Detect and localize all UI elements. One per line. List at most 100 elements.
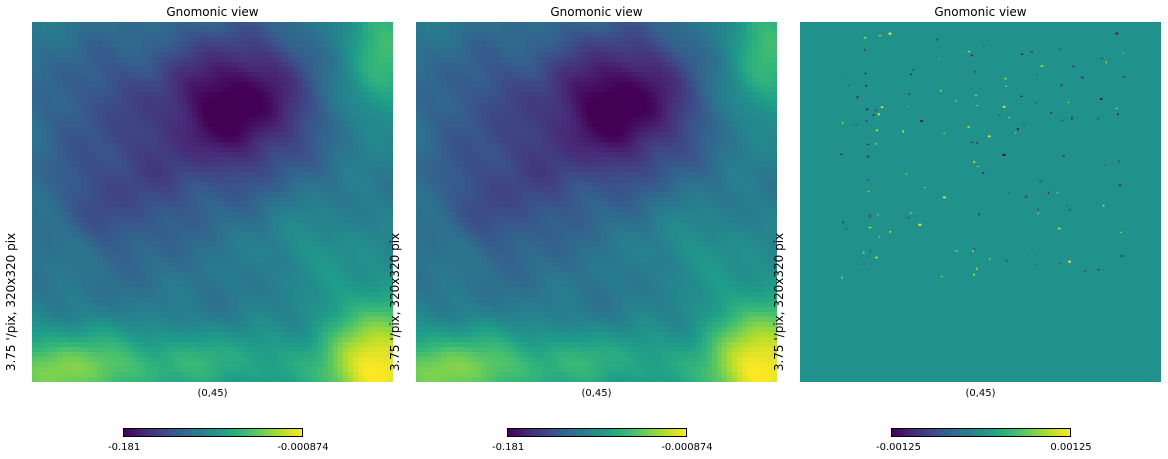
heatmap-cell xyxy=(317,72,324,78)
heatmap-cell xyxy=(32,62,38,68)
heatmap-cell xyxy=(247,177,254,183)
heatmap-cell xyxy=(112,362,118,368)
heatmap-cell xyxy=(222,317,229,323)
heatmap-cell xyxy=(202,132,209,138)
heatmap-cell xyxy=(362,132,369,138)
heatmap-cell xyxy=(197,112,204,118)
heatmap-cell xyxy=(102,47,108,53)
heatmap-cell xyxy=(337,127,344,133)
heatmap-cell xyxy=(132,367,138,373)
heatmap-cell xyxy=(372,112,379,118)
heatmap-cell xyxy=(367,297,374,303)
heatmap-cell xyxy=(377,117,384,123)
heatmap-cell xyxy=(272,227,279,233)
heatmap-cell xyxy=(332,162,339,168)
heatmap-cell xyxy=(32,292,38,298)
heatmap-cell xyxy=(232,357,239,363)
heatmap-cell xyxy=(62,262,68,268)
heatmap-cell xyxy=(77,182,83,188)
heatmap-cell xyxy=(282,257,289,263)
heatmap-cell xyxy=(37,312,43,318)
heatmap-cell xyxy=(337,267,344,273)
heatmap-cell xyxy=(262,227,269,233)
heatmap-cell xyxy=(257,142,264,148)
heatmap-cell xyxy=(292,67,299,73)
heatmap-cell xyxy=(192,147,199,153)
heatmap-cell xyxy=(252,347,259,353)
heatmap-cell xyxy=(242,347,249,353)
heatmap-cell xyxy=(342,217,349,223)
heatmap-cell xyxy=(57,82,63,88)
heatmap-cell xyxy=(302,262,309,268)
heatmap-cell xyxy=(62,342,68,348)
heatmap-cell xyxy=(312,262,319,268)
heatmap-cell xyxy=(42,222,48,228)
heatmap-cell xyxy=(282,72,289,78)
heatmap-cell xyxy=(367,37,374,43)
heatmap-cell xyxy=(137,222,143,228)
heatmap-cell xyxy=(187,197,194,203)
heatmap-cell xyxy=(382,257,389,263)
heatmap-cell xyxy=(327,127,334,133)
heatmap-cell xyxy=(137,237,143,243)
heatmap-cell xyxy=(342,212,349,218)
heatmap-cell xyxy=(387,92,393,98)
heatmap-cell xyxy=(197,67,204,73)
heatmap-cell xyxy=(312,242,319,248)
heatmap-cell xyxy=(292,222,299,228)
heatmap-cell xyxy=(312,97,319,103)
heatmap-cell xyxy=(347,277,354,283)
heatmap-cell xyxy=(117,207,123,213)
heatmap-cell xyxy=(87,122,93,128)
heatmap-cell xyxy=(182,347,189,353)
heatmap-cell xyxy=(262,202,269,208)
heatmap-cell xyxy=(162,82,168,88)
heatmap-cell xyxy=(62,62,68,68)
heatmap-cell xyxy=(132,27,138,33)
heatmap-cell xyxy=(237,337,244,343)
heatmap-cell xyxy=(327,232,334,238)
heatmap-cell xyxy=(197,52,204,58)
heatmap-cell xyxy=(132,357,138,363)
heatmap-cell xyxy=(107,67,113,73)
heatmap-cell xyxy=(142,62,148,68)
heatmap-cell xyxy=(62,192,68,198)
heatmap-cell xyxy=(272,267,279,273)
heatmap-cell xyxy=(287,207,294,213)
heatmap-cell xyxy=(42,242,48,248)
heatmap-cell xyxy=(297,292,304,298)
heatmap-cell xyxy=(287,122,294,128)
heatmap-cell xyxy=(297,22,304,28)
heatmap-cell xyxy=(187,332,194,338)
heatmap-cell xyxy=(42,42,48,48)
heatmap-cell xyxy=(212,47,219,53)
heatmap-cell xyxy=(42,217,48,223)
heatmap-cell xyxy=(117,342,123,348)
heatmap-cell xyxy=(357,202,364,208)
heatmap-cell xyxy=(352,27,359,33)
heatmap-cell xyxy=(377,277,384,283)
heatmap-cell xyxy=(52,162,58,168)
heatmap-cell xyxy=(67,127,73,133)
heatmap-cell xyxy=(52,107,58,113)
heatmap-cell xyxy=(262,27,269,33)
heatmap-cell xyxy=(37,267,43,273)
heatmap-cell xyxy=(307,357,314,363)
heatmap-cell xyxy=(72,107,78,113)
heatmap-cell xyxy=(277,62,284,68)
heatmap-cell xyxy=(112,282,118,288)
heatmap-cell xyxy=(262,57,269,63)
heatmap-cell xyxy=(72,287,78,293)
heatmap-cell xyxy=(292,132,299,138)
heatmap-cell xyxy=(367,222,374,228)
heatmap-cell xyxy=(322,182,329,188)
heatmap-cell xyxy=(162,152,168,158)
heatmap-cell xyxy=(247,232,254,238)
heatmap-cell xyxy=(352,327,359,333)
heatmap-cell xyxy=(197,32,204,38)
heatmap-cell xyxy=(77,267,83,273)
heatmap-cell xyxy=(352,322,359,328)
heatmap-cell xyxy=(302,157,309,163)
heatmap-cell xyxy=(252,277,259,283)
heatmap-cell xyxy=(262,312,269,318)
